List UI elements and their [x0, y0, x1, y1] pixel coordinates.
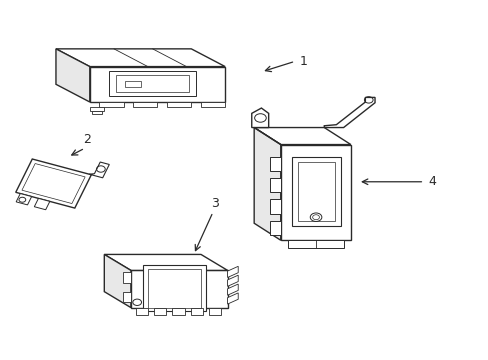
Polygon shape [291, 157, 341, 226]
Polygon shape [227, 266, 238, 278]
Polygon shape [133, 102, 157, 107]
Polygon shape [131, 270, 227, 307]
Text: 3: 3 [211, 197, 219, 210]
Polygon shape [16, 159, 91, 208]
Polygon shape [280, 145, 350, 240]
Polygon shape [92, 111, 102, 114]
Polygon shape [269, 157, 280, 171]
Text: 2: 2 [83, 133, 91, 146]
Polygon shape [109, 71, 196, 96]
Polygon shape [254, 127, 280, 240]
Polygon shape [190, 307, 203, 315]
Polygon shape [269, 221, 280, 235]
Polygon shape [297, 162, 335, 221]
Polygon shape [125, 81, 140, 87]
Polygon shape [227, 284, 238, 295]
Polygon shape [227, 275, 238, 286]
Polygon shape [142, 265, 205, 311]
Polygon shape [56, 49, 224, 67]
Polygon shape [122, 292, 131, 302]
Polygon shape [269, 178, 280, 192]
Polygon shape [154, 307, 166, 315]
Polygon shape [201, 102, 224, 107]
Polygon shape [16, 194, 32, 205]
Polygon shape [104, 255, 131, 307]
Polygon shape [227, 293, 238, 304]
Polygon shape [90, 107, 104, 111]
Polygon shape [251, 108, 268, 127]
Polygon shape [287, 240, 343, 248]
Polygon shape [269, 199, 280, 214]
Polygon shape [116, 75, 188, 92]
Polygon shape [99, 102, 123, 107]
Text: 4: 4 [427, 175, 435, 188]
Polygon shape [104, 255, 227, 270]
Polygon shape [254, 127, 350, 145]
Polygon shape [90, 67, 224, 102]
Polygon shape [136, 307, 147, 315]
Polygon shape [34, 198, 50, 210]
Polygon shape [122, 272, 131, 283]
Polygon shape [209, 307, 221, 315]
Polygon shape [22, 163, 85, 203]
Polygon shape [147, 269, 201, 307]
Polygon shape [172, 307, 184, 315]
Polygon shape [324, 98, 374, 127]
Polygon shape [167, 102, 191, 107]
Text: 1: 1 [300, 55, 307, 68]
Polygon shape [56, 49, 90, 102]
Polygon shape [89, 162, 109, 178]
